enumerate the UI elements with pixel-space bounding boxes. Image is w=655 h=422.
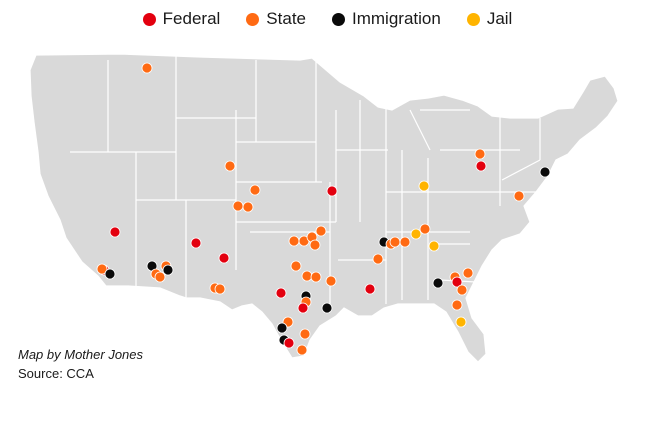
federal-marker — [283, 337, 295, 349]
immigration-marker — [104, 268, 116, 280]
state-marker — [301, 270, 313, 282]
state-dot-icon — [246, 12, 260, 26]
legend-item-state: State — [246, 9, 306, 29]
state-marker — [242, 201, 254, 213]
legend-item-immigration: Immigration — [332, 9, 441, 29]
state-marker — [399, 236, 411, 248]
federal-marker — [326, 185, 338, 197]
state-marker — [310, 271, 322, 283]
federal-marker — [109, 226, 121, 238]
jail-dot-icon — [466, 12, 480, 26]
state-border-line — [409, 109, 431, 151]
jail-marker — [410, 228, 422, 240]
federal-dot-icon — [142, 12, 156, 26]
legend-label-jail: Jail — [486, 9, 513, 28]
immigration-dot-icon — [332, 12, 345, 26]
legend-item-federal: Federal — [142, 9, 221, 29]
federal-marker — [297, 302, 309, 314]
immigration-marker — [162, 264, 174, 276]
state-marker — [419, 223, 431, 235]
state-marker — [451, 299, 463, 311]
facility-markers — [96, 62, 551, 356]
immigration-marker — [432, 277, 444, 289]
state-marker — [474, 148, 486, 160]
state-marker — [249, 184, 261, 196]
state-marker — [290, 260, 302, 272]
state-marker — [141, 62, 153, 74]
state-border-lines — [70, 56, 541, 308]
state-marker — [389, 236, 401, 248]
state-marker — [288, 235, 300, 247]
state-marker — [232, 200, 244, 212]
immigration-marker — [276, 322, 288, 334]
federal-marker — [218, 252, 230, 264]
state-border-line — [501, 159, 541, 181]
federal-marker — [364, 283, 376, 295]
state-marker — [315, 225, 327, 237]
state-marker — [299, 328, 311, 340]
jail-marker — [455, 316, 467, 328]
state-marker — [309, 239, 321, 251]
state-marker — [372, 253, 384, 265]
legend-label-federal: Federal — [162, 9, 221, 28]
state-marker — [296, 344, 308, 356]
state-marker — [96, 263, 108, 275]
us-land-shape — [29, 53, 619, 363]
map-legend: Federal State Immigration Jail — [0, 9, 655, 29]
immigration-marker — [539, 166, 551, 178]
legend-item-jail: Jail — [466, 9, 513, 29]
federal-marker — [451, 276, 463, 288]
source-credit: Source: CCA — [18, 366, 94, 381]
jail-marker — [418, 180, 430, 192]
state-marker — [462, 267, 474, 279]
jail-marker — [428, 240, 440, 252]
federal-marker — [475, 160, 487, 172]
state-marker — [456, 284, 468, 296]
legend-label-immigration: Immigration — [352, 9, 441, 28]
federal-marker — [190, 237, 202, 249]
state-marker — [154, 271, 166, 283]
map-credit: Map by Mother Jones — [18, 347, 144, 362]
state-marker — [325, 275, 337, 287]
state-marker — [214, 283, 226, 295]
state-marker — [513, 190, 525, 202]
state-marker — [224, 160, 236, 172]
federal-marker — [275, 287, 287, 299]
legend-label-state: State — [266, 9, 306, 28]
immigration-marker — [321, 302, 333, 314]
